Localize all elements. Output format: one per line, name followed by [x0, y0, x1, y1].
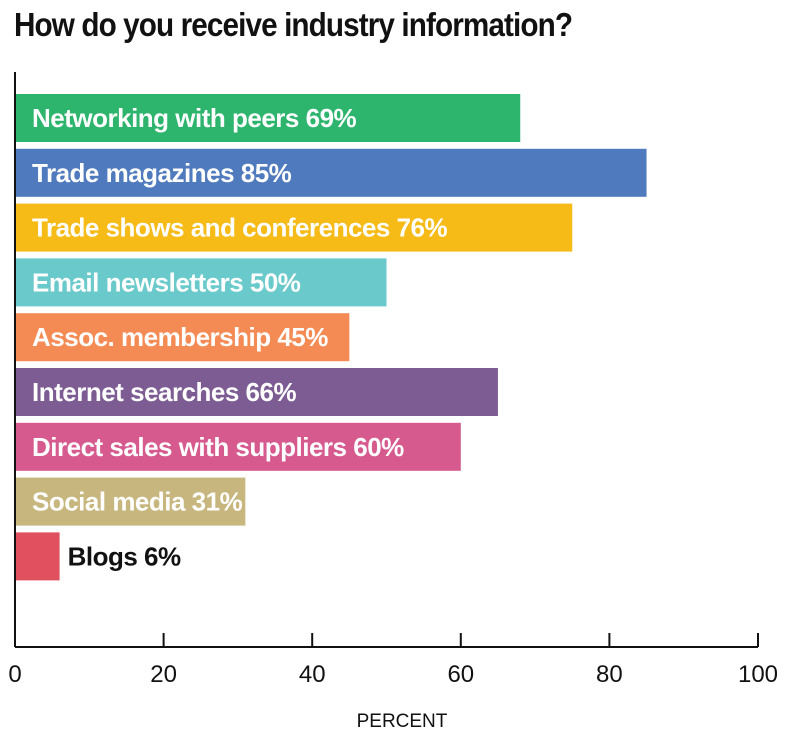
bar-label: Email newsletters 50%	[32, 267, 301, 297]
bar-label: Blogs 6%	[68, 541, 181, 571]
bar-labels-layer: Networking with peers 69% Trade magazines…	[32, 103, 448, 571]
x-tick-label: 0	[8, 661, 21, 688]
bar	[15, 94, 521, 142]
bar	[15, 313, 350, 362]
bar	[15, 148, 647, 197]
x-tick-label: 60	[447, 661, 474, 688]
x-tick-label: 40	[299, 661, 326, 688]
chart-title: How do you receive industry information?	[14, 6, 573, 43]
bar-label: Direct sales with suppliers 60%	[32, 432, 404, 462]
bar-label: Internet searches 66%	[32, 377, 296, 407]
bar	[15, 477, 246, 526]
bar-label: Trade shows and conferences 76%	[32, 213, 447, 243]
x-tick-label: 100	[738, 661, 778, 688]
x-tick-label: 20	[150, 661, 177, 688]
bars-layer	[15, 94, 647, 581]
bar-label: Assoc. membership 45%	[32, 322, 328, 352]
x-axis: 0 20 40 60 80 100	[8, 72, 778, 688]
bar	[15, 203, 573, 252]
bar-label: Social media 31%	[32, 487, 243, 517]
bar-label: Trade magazines 85%	[32, 158, 292, 188]
bar	[15, 258, 387, 307]
bar	[15, 422, 461, 471]
bar	[15, 532, 60, 581]
bar	[15, 368, 498, 416]
bar-label: Networking with peers 69%	[32, 103, 357, 133]
x-axis-title: PERCENT	[357, 711, 448, 732]
x-tick-label: 80	[596, 661, 623, 688]
